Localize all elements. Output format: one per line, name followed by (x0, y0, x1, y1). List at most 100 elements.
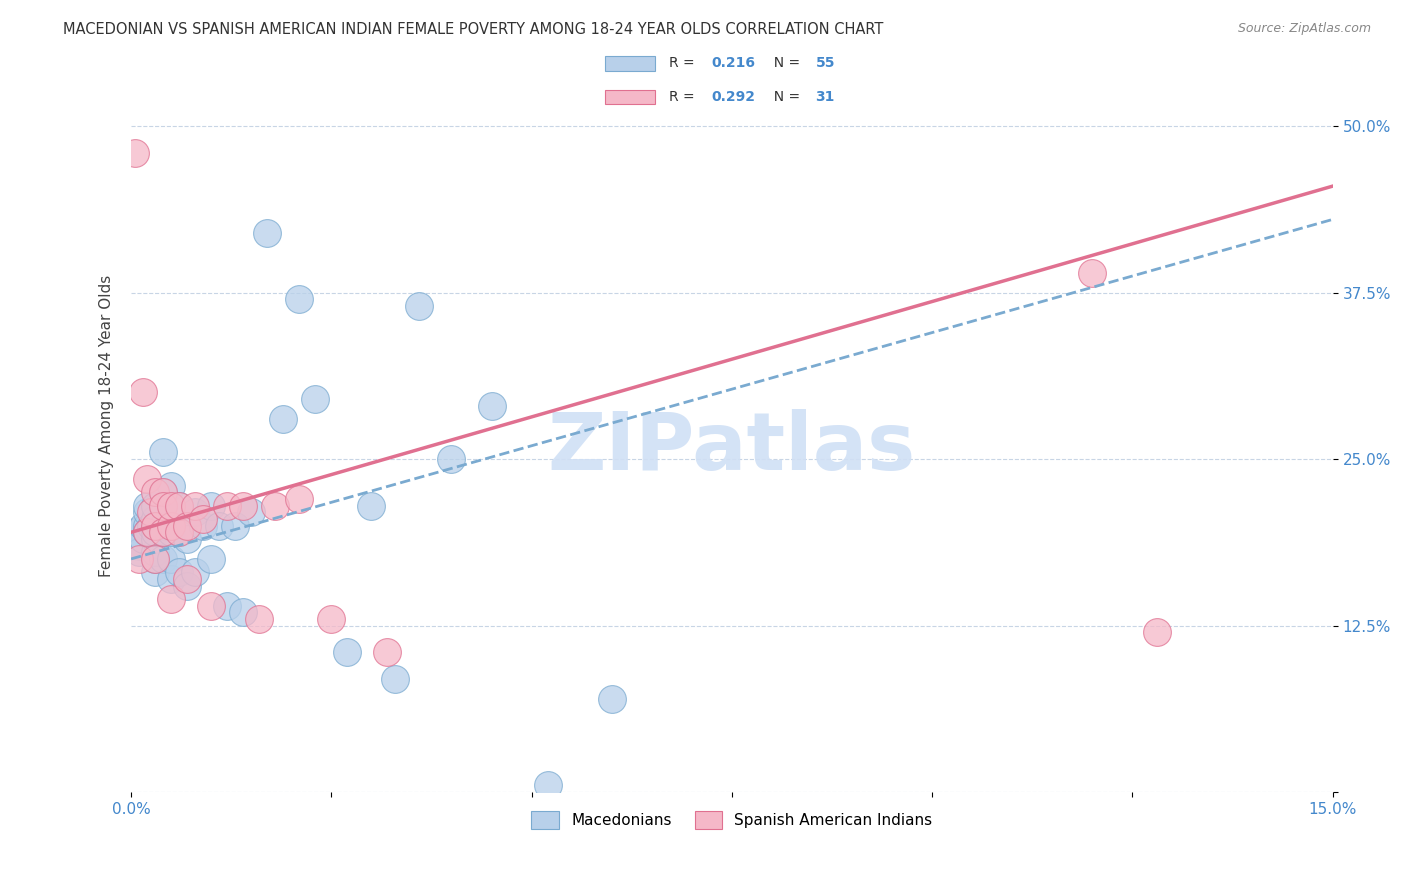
Point (143, 552, 166, 566)
Point (160, 479, 183, 493)
Point (167, 525, 190, 540)
Point (176, 578, 198, 592)
Point (408, 299, 430, 313)
Text: 31: 31 (815, 90, 835, 104)
Point (256, 226, 278, 240)
Point (128, 552, 150, 566)
Point (160, 552, 183, 566)
Point (167, 525, 190, 540)
Point (132, 532, 155, 546)
Text: R =: R = (669, 90, 699, 104)
Point (247, 612, 270, 626)
Point (200, 599, 222, 613)
Point (600, 691, 623, 706)
Point (440, 452, 463, 467)
Text: MACEDONIAN VS SPANISH AMERICAN INDIAN FEMALE POVERTY AMONG 18-24 YEAR OLDS CORRE: MACEDONIAN VS SPANISH AMERICAN INDIAN FE… (63, 22, 883, 37)
Point (143, 512, 166, 526)
Bar (605, 56, 655, 70)
Point (232, 499, 254, 513)
Point (139, 518, 162, 533)
Y-axis label: Female Poverty Among 18-24 Year Olds: Female Poverty Among 18-24 Year Olds (100, 275, 114, 577)
Point (152, 485, 174, 500)
Point (217, 499, 239, 513)
Point (240, 505, 263, 519)
Point (176, 532, 198, 546)
Point (184, 505, 207, 519)
Point (152, 518, 174, 533)
Point (288, 293, 311, 307)
Point (143, 518, 166, 533)
Text: R =: R = (669, 56, 699, 70)
Point (136, 499, 159, 513)
Point (200, 499, 222, 513)
Point (143, 485, 166, 500)
Point (288, 491, 311, 506)
Point (160, 591, 183, 606)
Text: 0.216: 0.216 (711, 56, 755, 70)
Point (167, 499, 190, 513)
Point (152, 525, 174, 540)
Point (143, 566, 166, 580)
Point (176, 572, 198, 586)
Point (136, 505, 159, 519)
Text: N =: N = (765, 56, 804, 70)
Point (143, 552, 166, 566)
Point (336, 645, 359, 659)
Point (160, 572, 183, 586)
Point (1081, 266, 1104, 280)
Point (200, 552, 222, 566)
Point (136, 525, 159, 540)
Point (264, 499, 287, 513)
Point (184, 499, 207, 513)
Point (481, 399, 503, 413)
Point (167, 499, 190, 513)
Point (191, 518, 214, 533)
Point (360, 499, 382, 513)
Point (136, 525, 159, 540)
Point (136, 472, 159, 486)
Point (217, 599, 239, 613)
Legend: Macedonians, Spanish American Indians: Macedonians, Spanish American Indians (526, 805, 939, 836)
Point (152, 525, 174, 540)
Point (191, 512, 214, 526)
Text: ZIPatlas: ZIPatlas (548, 409, 917, 487)
Point (128, 539, 150, 553)
Point (167, 566, 190, 580)
Point (132, 385, 155, 400)
Text: 0.292: 0.292 (711, 90, 755, 104)
Point (139, 505, 162, 519)
Point (384, 672, 406, 686)
Point (124, 525, 146, 540)
Point (152, 485, 174, 500)
Point (536, 778, 558, 792)
Point (1146, 625, 1168, 640)
Point (208, 518, 231, 533)
Point (160, 525, 183, 540)
Point (152, 552, 174, 566)
Point (304, 392, 326, 406)
Point (152, 499, 174, 513)
Point (321, 612, 343, 626)
Point (143, 499, 166, 513)
Point (232, 605, 254, 619)
Point (160, 499, 183, 513)
Point (124, 145, 146, 160)
Point (143, 525, 166, 540)
Point (176, 518, 198, 533)
Point (136, 525, 159, 540)
Point (132, 518, 155, 533)
Point (152, 445, 174, 459)
Text: 55: 55 (815, 56, 835, 70)
Point (184, 566, 207, 580)
Text: N =: N = (765, 90, 804, 104)
Point (143, 532, 166, 546)
Point (136, 518, 159, 533)
Point (377, 645, 399, 659)
Point (224, 518, 246, 533)
Point (271, 412, 294, 426)
Bar (605, 90, 655, 104)
Point (143, 545, 166, 559)
Point (143, 518, 166, 533)
Point (160, 518, 183, 533)
Point (128, 545, 150, 559)
